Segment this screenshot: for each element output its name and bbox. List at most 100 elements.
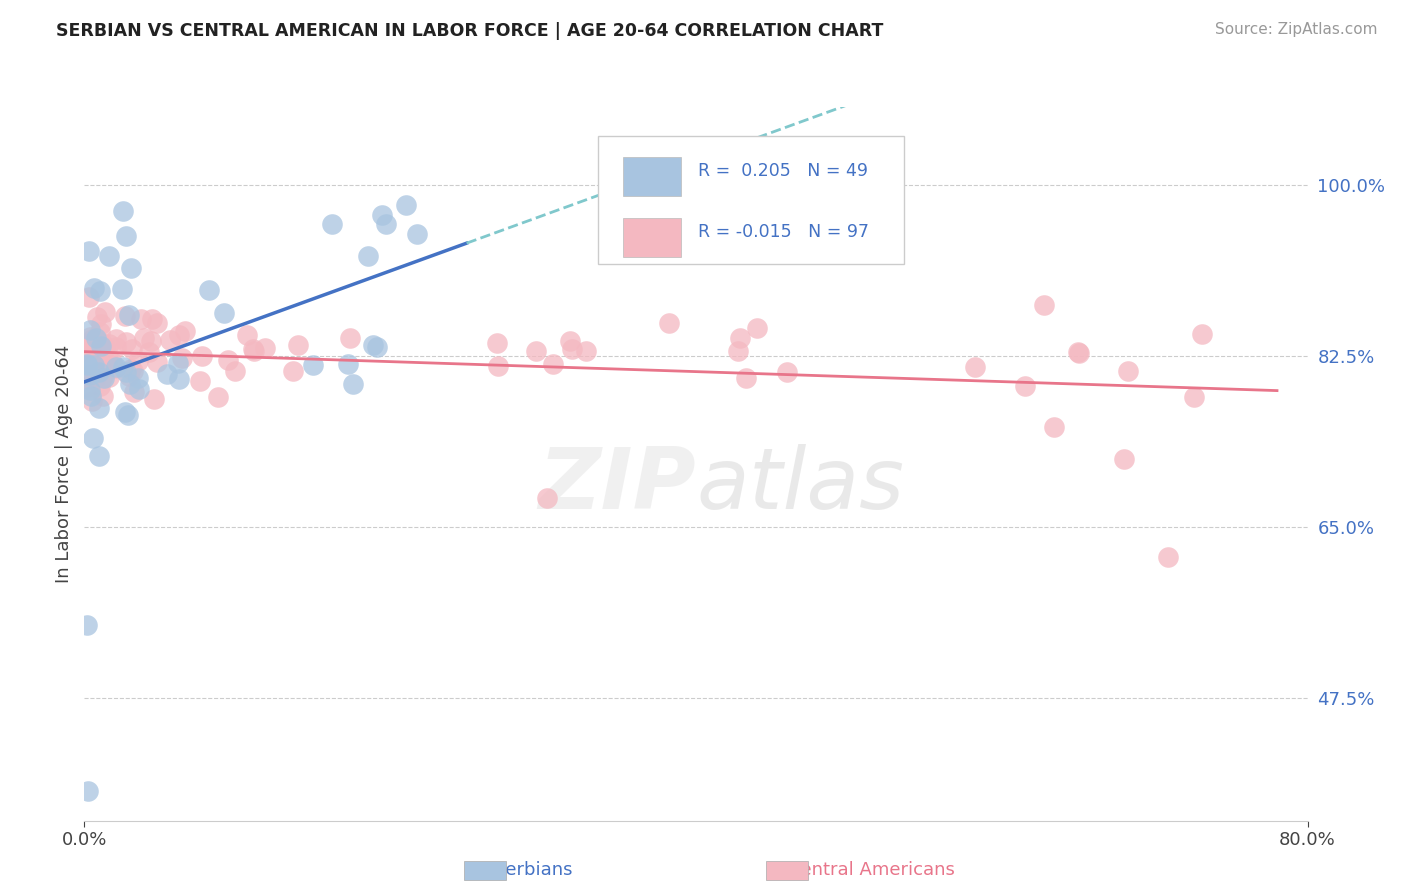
Point bbox=[486, 336, 509, 351]
Point bbox=[90, 317, 112, 331]
Point bbox=[84, 331, 107, 345]
Point bbox=[361, 338, 384, 352]
Point bbox=[83, 358, 105, 372]
Point bbox=[207, 390, 229, 404]
Point bbox=[96, 359, 118, 373]
Point bbox=[658, 316, 681, 330]
Point bbox=[87, 449, 110, 463]
Point bbox=[118, 368, 141, 383]
Point bbox=[132, 331, 155, 345]
Point bbox=[82, 393, 104, 408]
Point bbox=[98, 370, 121, 384]
Point bbox=[79, 330, 101, 344]
Point bbox=[145, 316, 167, 330]
Point bbox=[114, 405, 136, 419]
Point bbox=[76, 784, 98, 798]
Point bbox=[80, 365, 103, 379]
Point bbox=[82, 344, 104, 359]
Point bbox=[337, 358, 360, 372]
Point bbox=[159, 333, 181, 347]
Point bbox=[77, 290, 100, 304]
Text: atlas: atlas bbox=[696, 443, 904, 527]
Point bbox=[127, 354, 149, 368]
Point bbox=[321, 217, 343, 231]
Point bbox=[93, 371, 115, 385]
Point bbox=[242, 342, 264, 356]
Point bbox=[79, 368, 101, 383]
Bar bbox=[623, 218, 682, 257]
Point bbox=[90, 335, 112, 350]
Point bbox=[1042, 420, 1064, 434]
Point bbox=[94, 304, 117, 318]
Point bbox=[104, 361, 127, 376]
Point bbox=[342, 376, 364, 391]
Point bbox=[139, 334, 162, 348]
Point bbox=[79, 383, 101, 397]
Point bbox=[90, 348, 112, 362]
Point bbox=[287, 338, 309, 352]
Point bbox=[242, 344, 264, 359]
Point bbox=[76, 380, 98, 394]
Point bbox=[536, 491, 558, 505]
Point bbox=[141, 312, 163, 326]
Point bbox=[1118, 364, 1140, 378]
Point bbox=[156, 368, 179, 382]
Point bbox=[89, 326, 111, 340]
Point bbox=[115, 365, 138, 379]
Point bbox=[112, 359, 135, 374]
Point bbox=[87, 401, 110, 416]
Point bbox=[561, 342, 583, 356]
Point bbox=[80, 389, 103, 403]
Point bbox=[560, 334, 582, 348]
Point bbox=[91, 348, 114, 362]
Point bbox=[98, 248, 121, 262]
Text: ZIP: ZIP bbox=[538, 443, 696, 527]
Point bbox=[115, 335, 138, 350]
Point bbox=[89, 284, 111, 298]
Text: Source: ZipAtlas.com: Source: ZipAtlas.com bbox=[1215, 22, 1378, 37]
Point bbox=[79, 323, 101, 337]
Point bbox=[104, 360, 127, 375]
Point bbox=[120, 260, 142, 275]
Point bbox=[366, 340, 388, 354]
Point bbox=[83, 333, 105, 347]
Point bbox=[1067, 345, 1090, 359]
Point bbox=[86, 310, 108, 324]
Point bbox=[253, 341, 276, 355]
Point bbox=[82, 431, 104, 445]
Point bbox=[727, 343, 749, 358]
Point bbox=[224, 364, 246, 378]
Point bbox=[543, 357, 565, 371]
Point bbox=[167, 328, 190, 343]
Point bbox=[745, 321, 768, 335]
Point bbox=[91, 368, 114, 383]
Point bbox=[89, 379, 111, 393]
Point bbox=[77, 352, 100, 367]
Point bbox=[86, 354, 108, 368]
Point bbox=[167, 372, 190, 386]
Point bbox=[167, 356, 190, 370]
Point bbox=[75, 344, 97, 359]
Point bbox=[112, 203, 135, 218]
Point bbox=[89, 365, 111, 379]
Point bbox=[1157, 549, 1180, 564]
Point bbox=[84, 333, 107, 347]
Point bbox=[121, 342, 143, 356]
Point bbox=[91, 362, 114, 376]
Point bbox=[79, 361, 101, 376]
Point bbox=[374, 218, 396, 232]
Point bbox=[86, 334, 108, 348]
Point bbox=[105, 339, 128, 353]
Point bbox=[114, 310, 136, 324]
Text: R =  0.205   N = 49: R = 0.205 N = 49 bbox=[699, 162, 869, 180]
Point bbox=[1032, 298, 1054, 312]
Point bbox=[486, 359, 509, 374]
Point bbox=[198, 283, 221, 297]
Point bbox=[79, 244, 101, 258]
Point bbox=[118, 308, 141, 322]
Point bbox=[121, 361, 143, 376]
Point bbox=[100, 359, 122, 373]
Point bbox=[1182, 390, 1205, 404]
Point bbox=[76, 358, 98, 372]
Point bbox=[115, 228, 138, 243]
